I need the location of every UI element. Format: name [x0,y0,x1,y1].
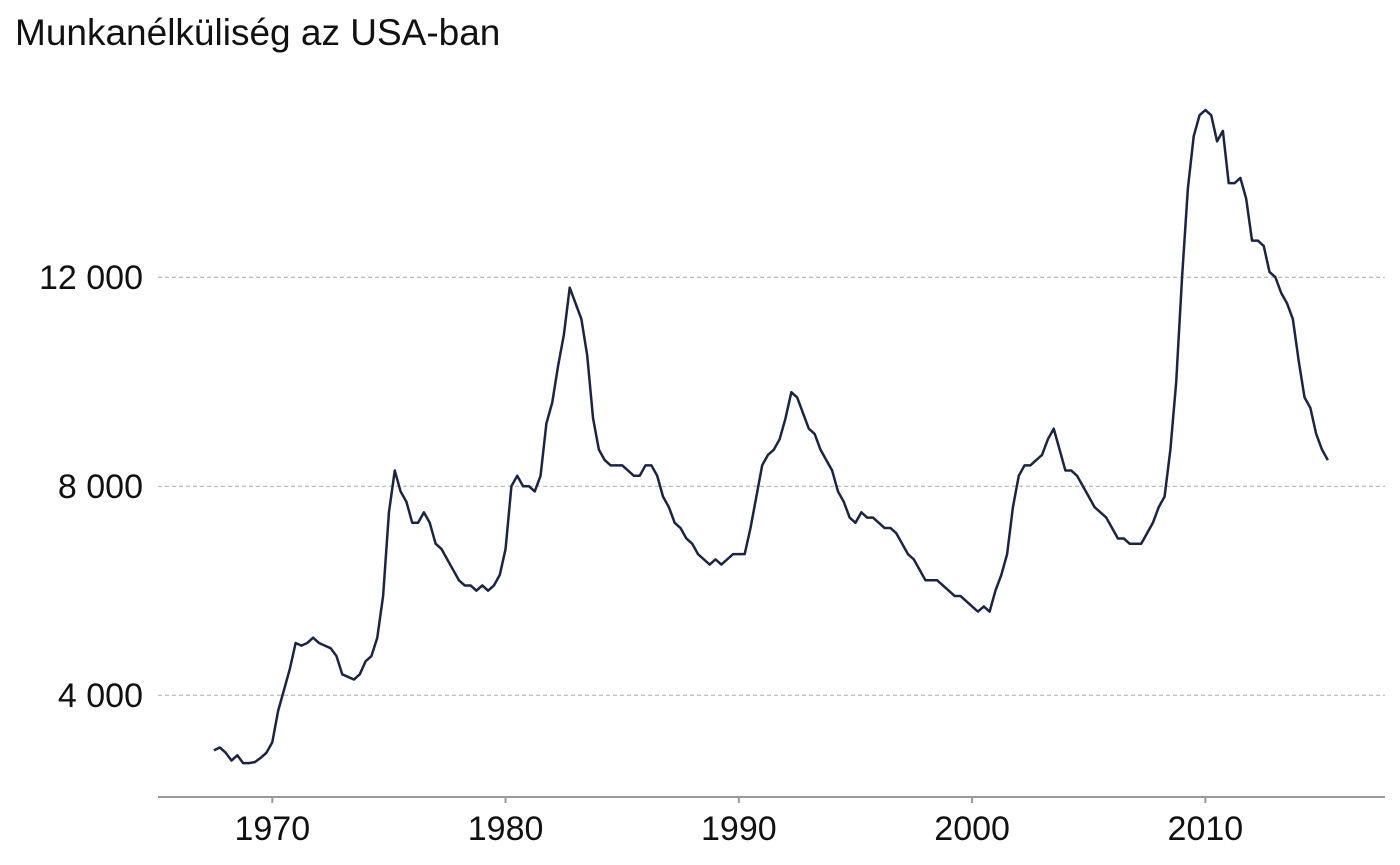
y-tick-label: 12 000 [39,259,143,297]
x-tick-label: 2000 [934,810,1010,848]
chart-title: Munkanélküliség az USA-ban [15,12,500,53]
x-tick-label: 2010 [1168,810,1244,848]
data-line [213,108,1329,765]
y-tick-label: 4 000 [58,677,143,715]
x-tick-label: 1980 [468,810,544,848]
x-tick-label: 1990 [701,810,777,848]
x-tick-label: 1970 [234,810,310,848]
y-tick-label: 8 000 [58,468,143,506]
